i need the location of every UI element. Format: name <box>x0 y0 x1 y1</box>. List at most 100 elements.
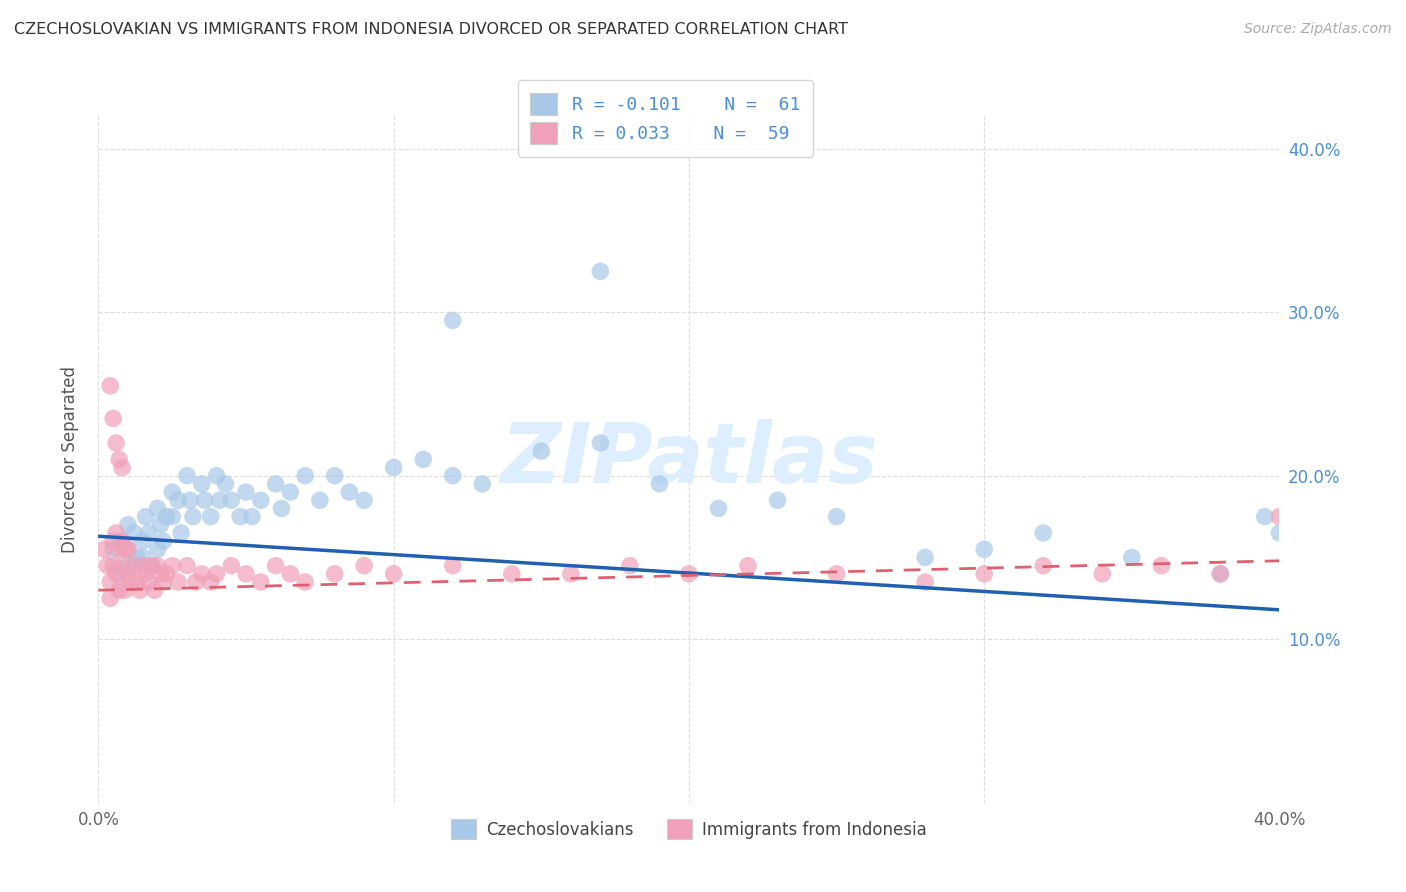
Point <box>111 558 134 573</box>
Point <box>323 468 346 483</box>
Point <box>221 558 243 573</box>
Text: CZECHOSLOVAKIAN VS IMMIGRANTS FROM INDONESIA DIVORCED OR SEPARATED CORRELATION C: CZECHOSLOVAKIAN VS IMMIGRANTS FROM INDON… <box>14 22 848 37</box>
Point <box>382 460 405 475</box>
Point <box>737 558 759 573</box>
Point <box>240 509 263 524</box>
Point <box>471 476 494 491</box>
Point <box>825 566 848 581</box>
Point <box>194 493 217 508</box>
Point <box>117 566 139 581</box>
Point <box>120 574 142 589</box>
Point <box>152 534 174 549</box>
Point <box>108 583 131 598</box>
Point <box>111 534 134 549</box>
Point <box>125 574 148 589</box>
Point <box>152 574 174 589</box>
Point <box>155 566 177 581</box>
Point <box>135 566 157 581</box>
Point <box>103 411 125 425</box>
Point <box>111 460 134 475</box>
Point <box>176 468 198 483</box>
Point <box>264 476 287 491</box>
Point <box>146 501 169 516</box>
Point <box>205 468 228 483</box>
Point <box>138 525 160 540</box>
Point <box>105 566 128 581</box>
Point <box>214 476 236 491</box>
Point <box>1209 566 1232 581</box>
Point <box>619 558 641 573</box>
Point <box>132 550 155 565</box>
Point <box>108 542 131 557</box>
Point <box>200 509 222 524</box>
Point <box>441 313 464 327</box>
Point <box>973 542 995 557</box>
Point <box>589 264 612 278</box>
Text: ZIPatlas: ZIPatlas <box>501 419 877 500</box>
Point <box>205 566 228 581</box>
Point <box>825 509 848 524</box>
Point <box>125 550 148 565</box>
Point <box>235 566 257 581</box>
Point <box>264 558 287 573</box>
Point <box>1150 558 1173 573</box>
Point <box>122 558 145 573</box>
Point <box>155 509 177 524</box>
Point <box>382 566 405 581</box>
Point <box>167 574 190 589</box>
Point <box>250 574 273 589</box>
Point <box>103 534 125 549</box>
Point <box>138 574 160 589</box>
Point <box>105 436 128 450</box>
Point <box>176 558 198 573</box>
Point <box>149 517 172 532</box>
Point <box>184 574 207 589</box>
Point <box>221 493 243 508</box>
Point <box>309 493 332 508</box>
Point <box>103 542 125 557</box>
Point <box>353 493 375 508</box>
Y-axis label: Divorced or Separated: Divorced or Separated <box>60 366 79 553</box>
Point <box>162 485 183 500</box>
Point <box>1268 509 1291 524</box>
Point <box>141 558 163 573</box>
Point <box>98 591 121 606</box>
Point <box>914 550 936 565</box>
Point <box>108 566 131 581</box>
Point <box>1032 525 1054 540</box>
Point <box>208 493 231 508</box>
Point <box>98 378 121 392</box>
Point <box>162 558 183 573</box>
Point <box>294 468 316 483</box>
Point <box>105 525 128 540</box>
Point <box>179 493 201 508</box>
Point <box>973 566 995 581</box>
Point <box>132 534 155 549</box>
Point <box>914 574 936 589</box>
Point <box>339 485 361 500</box>
Point <box>146 542 169 557</box>
Point <box>135 509 157 524</box>
Point <box>501 566 523 581</box>
Point <box>270 501 292 516</box>
Point <box>1032 558 1054 573</box>
Point <box>149 566 172 581</box>
Point <box>96 558 118 573</box>
Point <box>132 558 155 573</box>
Point <box>98 574 121 589</box>
Point <box>111 534 134 549</box>
Point <box>103 558 125 573</box>
Point <box>1209 566 1232 581</box>
Point <box>108 452 131 467</box>
Point <box>530 444 553 458</box>
Text: Source: ZipAtlas.com: Source: ZipAtlas.com <box>1244 22 1392 37</box>
Point <box>294 574 316 589</box>
Point <box>170 525 193 540</box>
Point <box>143 583 166 598</box>
Point <box>280 566 302 581</box>
Point <box>353 558 375 573</box>
Point <box>93 542 115 557</box>
Point <box>323 566 346 581</box>
Point <box>1091 566 1114 581</box>
Point <box>648 476 671 491</box>
